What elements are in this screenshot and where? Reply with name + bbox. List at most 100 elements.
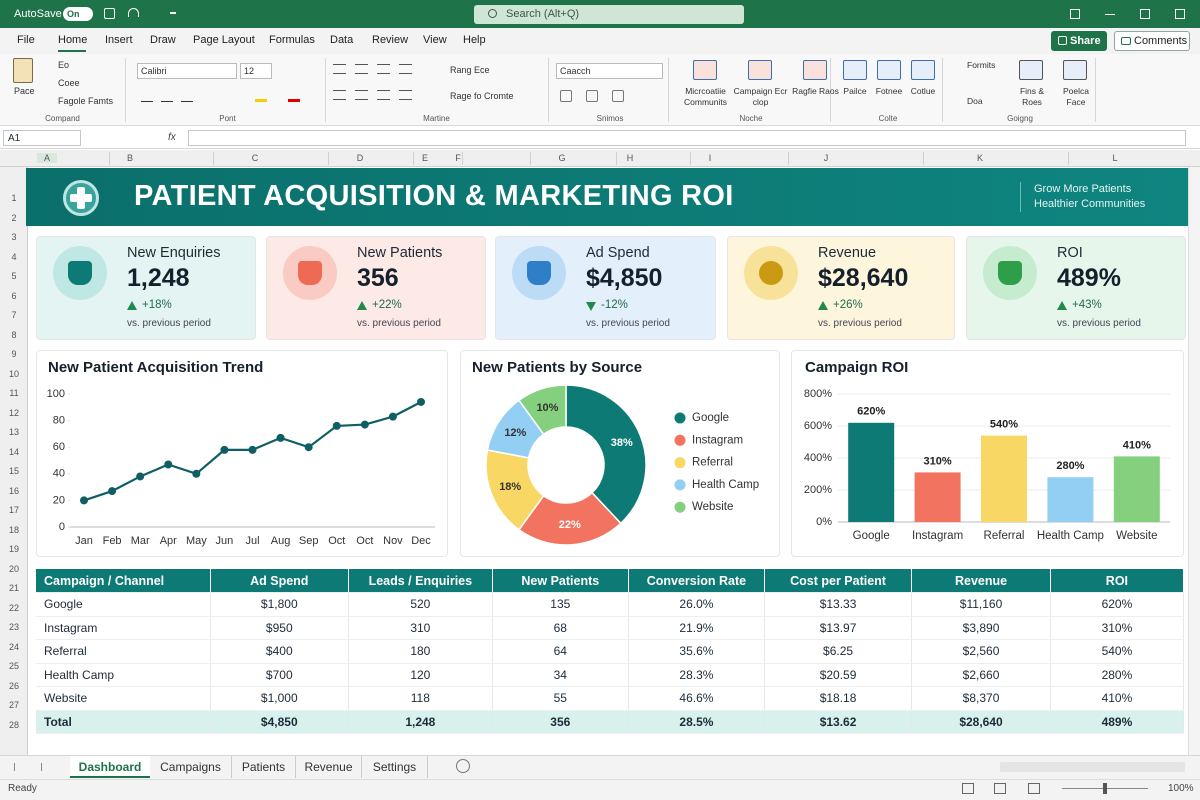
ribbon-item[interactable]: Poelca Face bbox=[1063, 86, 1089, 107]
window-control[interactable] bbox=[1140, 9, 1150, 19]
format-button[interactable] bbox=[141, 90, 153, 102]
row-header[interactable]: 8 bbox=[11, 329, 17, 340]
row-header[interactable]: 27 bbox=[8, 700, 19, 710]
view-button[interactable] bbox=[962, 783, 974, 794]
row-header[interactable]: 12 bbox=[8, 407, 19, 418]
row-header[interactable]: 17 bbox=[8, 505, 19, 515]
view-button[interactable] bbox=[994, 783, 1006, 794]
row-header[interactable]: 13 bbox=[8, 427, 19, 437]
number-button[interactable] bbox=[612, 90, 624, 102]
window-control[interactable] bbox=[1070, 9, 1080, 19]
row-header[interactable]: 25 bbox=[8, 661, 19, 671]
ribbon-item[interactable]: Doa bbox=[967, 96, 983, 106]
row-header[interactable]: 11 bbox=[9, 388, 19, 398]
row-header[interactable]: 9 bbox=[11, 349, 17, 359]
ribbon-item[interactable]: Rang Ece bbox=[450, 65, 490, 75]
ribbon-tab[interactable]: File bbox=[17, 34, 35, 46]
row-header[interactable]: 18 bbox=[8, 524, 19, 535]
row-header[interactable]: 3 bbox=[11, 232, 17, 242]
ribbon-item[interactable]: Formits bbox=[967, 60, 996, 70]
ribbon-item[interactable]: Pace bbox=[14, 86, 35, 96]
sheet-tab[interactable]: Settings bbox=[362, 756, 428, 778]
row-header[interactable]: 5 bbox=[11, 271, 17, 281]
zoom-thumb[interactable] bbox=[1103, 783, 1107, 794]
ribbon-tab[interactable]: Home bbox=[58, 34, 88, 46]
ribbon-tab[interactable]: Draw bbox=[150, 34, 176, 46]
ribbon-item[interactable]: Fins & Roes bbox=[1019, 86, 1045, 107]
ribbon-item[interactable]: Cotlue bbox=[910, 86, 936, 96]
ribbon-item[interactable]: Campaign Ecr clop bbox=[733, 86, 788, 107]
autosave-toggle[interactable]: On bbox=[63, 7, 93, 21]
row-header[interactable]: 23 bbox=[8, 622, 19, 632]
tab-nav[interactable] bbox=[14, 763, 20, 771]
ribbon-tab[interactable]: Data bbox=[330, 34, 354, 46]
column-header[interactable]: E bbox=[421, 153, 428, 163]
column-header[interactable]: G bbox=[558, 153, 566, 163]
row-header[interactable]: 4 bbox=[11, 251, 17, 262]
fill-color[interactable] bbox=[255, 90, 267, 102]
align-button[interactable] bbox=[377, 90, 390, 100]
ribbon-tab[interactable]: Page Layout bbox=[193, 34, 255, 46]
row-header[interactable]: 15 bbox=[8, 466, 19, 476]
ribbon-item[interactable]: Pailce bbox=[843, 86, 867, 96]
ribbon-item[interactable]: Calibri bbox=[137, 63, 237, 79]
ribbon-item[interactable]: Caacch bbox=[556, 63, 663, 79]
row-header[interactable]: 10 bbox=[8, 368, 19, 379]
column-header[interactable]: A bbox=[37, 153, 57, 163]
align-button[interactable] bbox=[333, 64, 346, 74]
row-header[interactable]: 2 bbox=[11, 212, 17, 223]
sheet-tab[interactable]: Dashboard bbox=[70, 756, 150, 778]
ribbon-item[interactable]: Ragfie Raos bbox=[792, 86, 839, 96]
sheet-tab[interactable]: Campaigns bbox=[150, 756, 232, 778]
ribbon-tab[interactable]: Insert bbox=[105, 34, 133, 46]
ribbon-tab[interactable]: View bbox=[423, 34, 447, 46]
number-button[interactable] bbox=[586, 90, 598, 102]
row-header[interactable]: 20 bbox=[8, 563, 19, 574]
align-button[interactable] bbox=[355, 64, 368, 74]
ribbon-item[interactable]: 12 bbox=[240, 63, 272, 79]
row-header[interactable]: 21 bbox=[8, 583, 19, 593]
row-header[interactable]: 19 bbox=[8, 544, 19, 554]
column-header[interactable]: D bbox=[356, 153, 364, 163]
align-button[interactable] bbox=[377, 64, 390, 74]
name-box[interactable]: A1 bbox=[3, 130, 81, 146]
ribbon-tab[interactable]: Review bbox=[372, 34, 409, 46]
align-button[interactable] bbox=[399, 64, 412, 74]
column-header[interactable]: F bbox=[455, 153, 461, 163]
add-sheet-button[interactable] bbox=[456, 759, 470, 773]
ribbon-item[interactable]: Eo bbox=[58, 60, 70, 70]
ribbon-tab[interactable]: Formulas bbox=[269, 34, 315, 46]
ribbon-item[interactable]: Fotnee bbox=[875, 86, 903, 96]
format-button[interactable] bbox=[181, 90, 193, 102]
column-header[interactable]: H bbox=[626, 153, 634, 163]
ribbon-tab[interactable]: Help bbox=[463, 34, 486, 46]
column-header[interactable]: K bbox=[976, 153, 983, 163]
align-button[interactable] bbox=[355, 90, 368, 100]
font-color[interactable] bbox=[288, 90, 300, 102]
ribbon-item[interactable]: Coee bbox=[58, 78, 80, 88]
column-header[interactable]: L bbox=[1112, 153, 1118, 163]
sheet-tab[interactable]: Revenue bbox=[296, 756, 362, 778]
ribbon-item[interactable]: Fagole Famts bbox=[58, 96, 114, 106]
column-header[interactable]: C bbox=[251, 153, 259, 163]
align-button[interactable] bbox=[333, 90, 346, 100]
align-button[interactable] bbox=[399, 90, 412, 100]
window-control[interactable] bbox=[1105, 14, 1115, 16]
number-button[interactable] bbox=[560, 90, 572, 102]
row-header[interactable]: 22 bbox=[8, 602, 19, 613]
row-header[interactable]: 1 bbox=[11, 193, 17, 203]
zoom-level[interactable]: 100% bbox=[1168, 783, 1194, 794]
tab-nav[interactable] bbox=[36, 763, 42, 771]
column-header[interactable]: I bbox=[708, 153, 712, 163]
ribbon-item[interactable]: Rage fo Cromte bbox=[450, 91, 514, 101]
row-header[interactable]: 7 bbox=[11, 310, 17, 320]
column-header[interactable]: J bbox=[823, 153, 829, 163]
window-control[interactable] bbox=[1175, 9, 1185, 19]
ribbon-item[interactable]: Micrcoatiie Communits bbox=[684, 86, 727, 107]
row-header[interactable]: 26 bbox=[8, 680, 19, 691]
sheet-tab[interactable]: Patients bbox=[232, 756, 296, 778]
view-button[interactable] bbox=[1028, 783, 1040, 794]
row-header[interactable]: 14 bbox=[8, 446, 19, 457]
formula-input[interactable] bbox=[188, 130, 1186, 146]
row-header[interactable]: 24 bbox=[8, 641, 19, 652]
